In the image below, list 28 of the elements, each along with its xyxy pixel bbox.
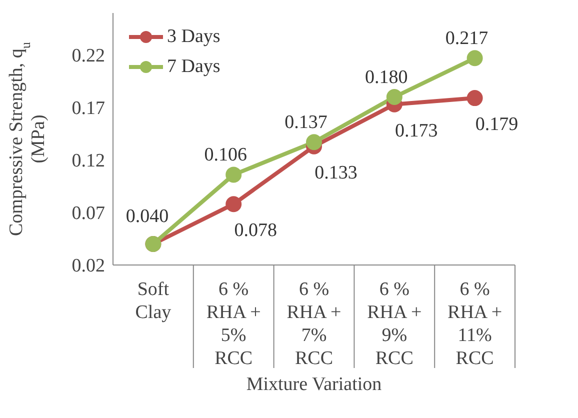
legend-label: 3 Days (167, 25, 220, 49)
y-tick-label: 0.17 (72, 98, 105, 120)
data-label: 0.106 (204, 144, 247, 166)
point (466, 90, 483, 106)
x-tick-label: 6 % RHA + 5% RCC (206, 279, 261, 369)
data-label: 0.078 (234, 220, 277, 242)
data-label: 0.173 (395, 120, 438, 142)
x-tick-label: Soft Clay (135, 279, 172, 323)
data-label: 0.217 (445, 28, 488, 50)
x-axis-title: Mixture Variation (246, 374, 382, 395)
y-tick-label: 0.07 (72, 203, 105, 224)
x-tick-label: 6 % RHA + 7% RCC (286, 279, 342, 369)
y-tick-label: 0.02 (72, 256, 105, 277)
y-tick-label: 0.22 (72, 46, 105, 67)
x-tick-label: 6 % RHA + 9% RCC (367, 279, 422, 369)
data-label: 0.040 (126, 206, 169, 227)
data-label: 0.179 (475, 114, 518, 136)
y-tick-label: 0.12 (72, 150, 105, 172)
data-label: 0.180 (365, 67, 408, 88)
point (466, 50, 483, 66)
data-label: 0.137 (284, 112, 328, 134)
data-label: 0.133 (314, 162, 358, 184)
legend-label: 7 Days (167, 55, 220, 79)
point (306, 134, 322, 150)
point (226, 196, 242, 212)
x-tick-label: 6 % RHA + 11% RCC (448, 279, 502, 369)
point (226, 166, 242, 183)
point (386, 89, 402, 105)
